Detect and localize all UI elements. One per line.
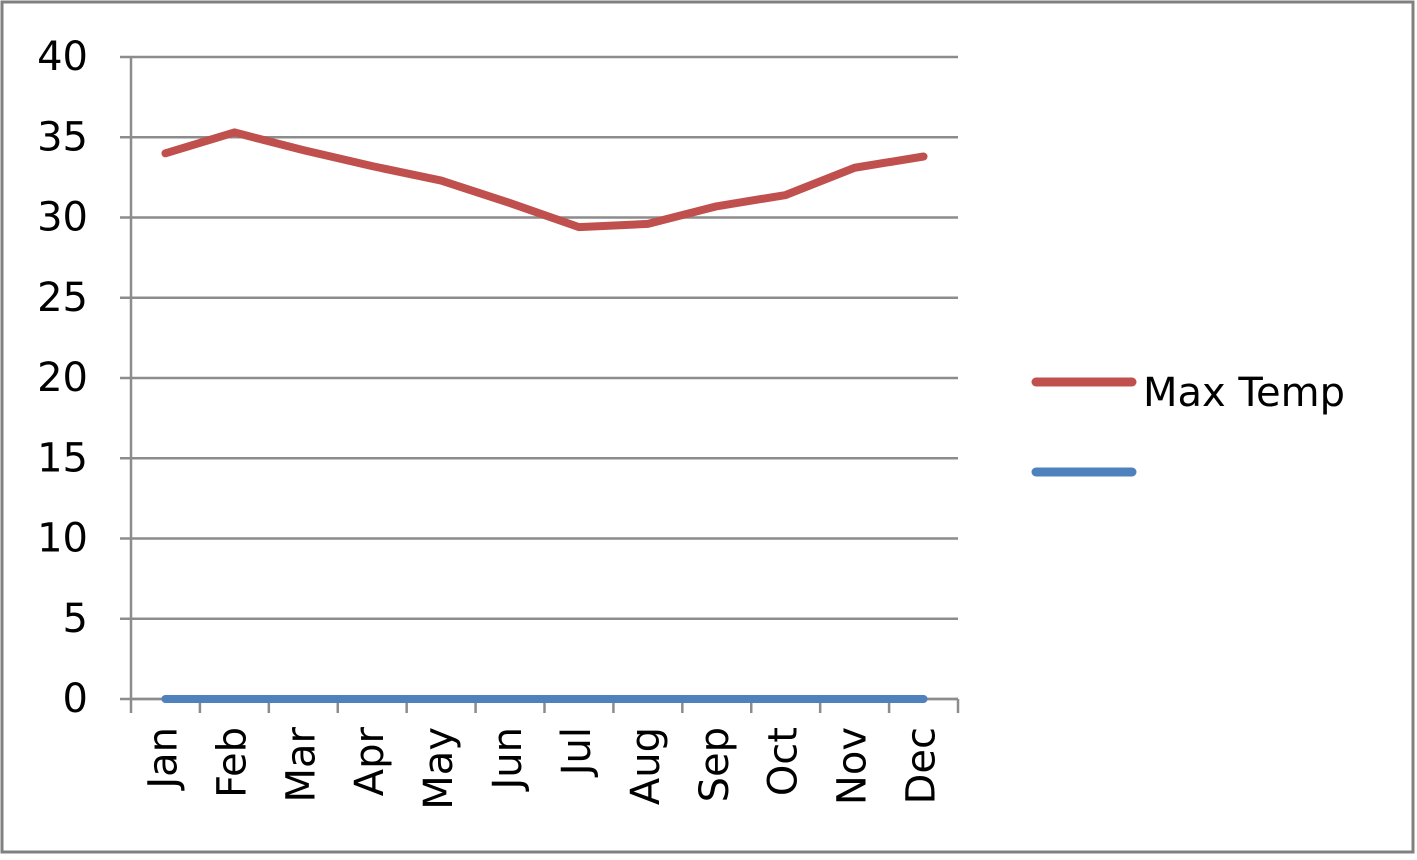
x-tick-label: Dec [899, 727, 945, 804]
y-tick-label: 35 [37, 114, 88, 160]
x-tick-label: Sep [692, 727, 738, 802]
x-tick-label: Oct [761, 727, 807, 796]
y-tick-label: 25 [37, 275, 88, 321]
y-tick-label: 10 [37, 516, 88, 562]
x-tick-label: Mar [278, 726, 324, 802]
x-tick-label: May [416, 727, 462, 810]
x-tick-label: Nov [830, 727, 876, 805]
x-tick-label: Feb [209, 727, 255, 798]
y-tick-label: 30 [37, 195, 88, 241]
legend-label: Max Temp [1143, 370, 1345, 416]
y-tick-label: 20 [37, 355, 88, 401]
x-tick-label: Aug [623, 727, 669, 805]
y-tick-label: 15 [37, 435, 88, 481]
y-tick-label: 0 [63, 676, 88, 722]
y-tick-label: 5 [63, 596, 88, 642]
x-tick-label: Jan [140, 727, 186, 792]
series-line [161, 128, 928, 232]
x-tick-label: Jul [554, 727, 600, 778]
y-tick-label: 40 [37, 34, 88, 80]
x-tick-label: Jun [485, 727, 531, 793]
x-tick-label: Apr [347, 726, 393, 796]
